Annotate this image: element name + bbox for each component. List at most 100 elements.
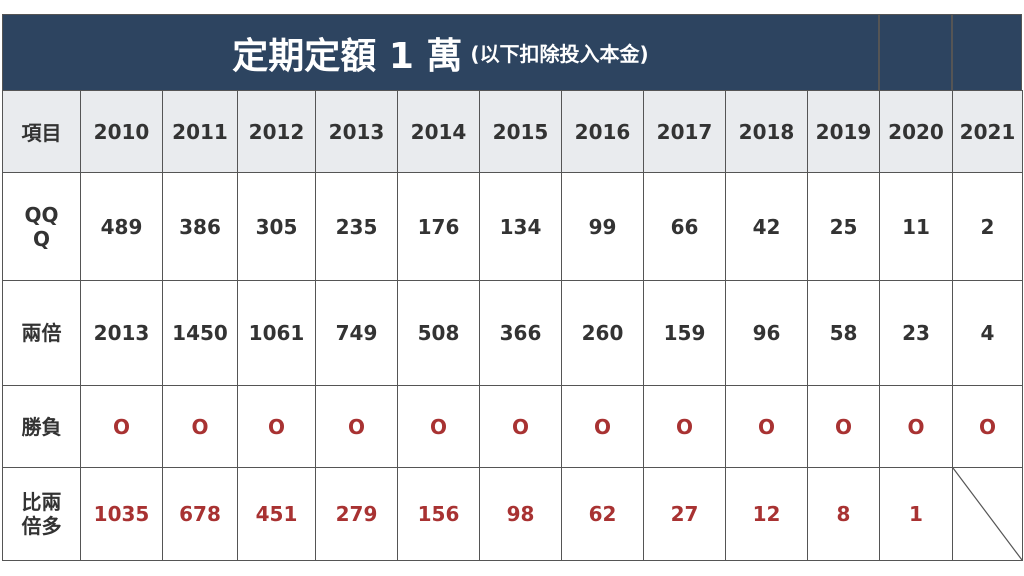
cell-value: O [978,414,996,439]
cell-value: O [675,414,693,439]
column-header: 2021 [952,90,1023,173]
column-header: 2018 [725,90,808,173]
cell-value: O [191,414,209,439]
row-label-text: 勝負 [21,414,62,439]
column-header: 2019 [807,90,880,173]
data-cell: 159 [643,280,726,386]
data-cell: O [952,385,1023,468]
data-cell: 11 [879,172,953,281]
data-cell: 58 [807,280,880,386]
cell-value: 508 [417,321,460,345]
data-cell: 1450 [162,280,238,386]
cell-value: 159 [663,321,706,345]
row-label: 勝負 [2,385,81,468]
cell-value: 12 [752,502,781,526]
data-cell: 451 [237,467,316,561]
column-header: 2013 [315,90,398,173]
column-header-text: 2018 [738,119,795,144]
cell-value: 98 [506,502,535,526]
data-cell: O [397,385,480,468]
cell-value: 678 [179,502,221,526]
cell-value: 235 [335,214,378,239]
column-header-text: 項目 [21,121,62,145]
row-label-text: 兩倍 [21,321,62,345]
cell-value: O [429,414,447,439]
column-header-text: 2019 [815,119,872,144]
column-header-text: 2020 [888,119,944,144]
data-cell: O [807,385,880,468]
data-cell: 27 [643,467,726,561]
data-cell: 366 [479,280,562,386]
data-cell: O [80,385,163,468]
title-cell: 定期定額 1 萬 (以下扣除投入本金) [2,14,879,91]
cell-value: 96 [752,321,781,345]
column-header: 2017 [643,90,726,173]
cell-value: 1035 [93,502,150,526]
column-header-text: 2010 [93,119,150,144]
column-header: 2020 [879,90,953,173]
data-cell: 1061 [237,280,316,386]
data-cell: 386 [162,172,238,281]
cell-value: O [593,414,611,439]
cell-value: O [834,414,852,439]
data-cell: O [162,385,238,468]
diagonal [953,468,1022,560]
cell-value: O [907,414,925,439]
row-label-text: QQQ [24,202,59,251]
cell-value: 2 [980,214,995,239]
cell-value: O [112,414,130,439]
row-label: 比兩倍多 [2,467,81,561]
cell-value: 2013 [93,321,150,345]
data-cell: O [879,385,953,468]
cell-value: 42 [752,214,781,239]
column-header-text: 2014 [410,119,467,144]
cell-value: 1061 [248,321,305,345]
cell-value: 25 [829,214,858,239]
data-cell: 235 [315,172,398,281]
cell-value: O [511,414,529,439]
column-header-text: 2021 [959,119,1016,144]
data-cell: 2 [952,172,1023,281]
cell-value: 62 [588,502,617,526]
data-cell: 23 [879,280,953,386]
data-cell: O [237,385,316,468]
cell-value: 11 [902,214,930,239]
data-cell: 12 [725,467,808,561]
data-cell: 4 [952,280,1023,386]
cell-value: 66 [670,214,699,239]
data-cell: 134 [479,172,562,281]
column-header: 2011 [162,90,238,173]
column-header-text: 2015 [492,119,549,144]
cell-value: 99 [588,214,617,239]
data-cell: 176 [397,172,480,281]
data-cell: 678 [162,467,238,561]
column-header-text: 2016 [574,119,631,144]
data-cell: 1 [879,467,953,561]
column-header: 2014 [397,90,480,173]
column-header: 2016 [561,90,644,173]
data-cell: O [561,385,644,468]
subtitle: (以下扣除投入本金) [470,42,649,66]
blank-head [952,14,1022,91]
cell-value: 366 [499,321,542,345]
row-label: 兩倍 [2,280,81,386]
cell-value: O [267,414,285,439]
cell-value: 305 [255,214,298,239]
cell-value: 176 [417,214,460,239]
column-header: 項目 [2,90,81,173]
cell-value: 489 [100,214,143,239]
data-cell: 8 [807,467,880,561]
column-header: 2015 [479,90,562,173]
data-cell: 96 [725,280,808,386]
data-cell: 749 [315,280,398,386]
column-header-text: 2011 [172,119,228,144]
cell-value: 260 [581,321,624,345]
cell-value: 156 [417,502,460,526]
cell-value: 279 [335,502,378,526]
data-cell: 25 [807,172,880,281]
cell-value: 27 [670,502,699,526]
row-label: QQQ [2,172,81,281]
column-header-text: 2017 [656,119,713,144]
cell-value: 1 [909,502,923,526]
